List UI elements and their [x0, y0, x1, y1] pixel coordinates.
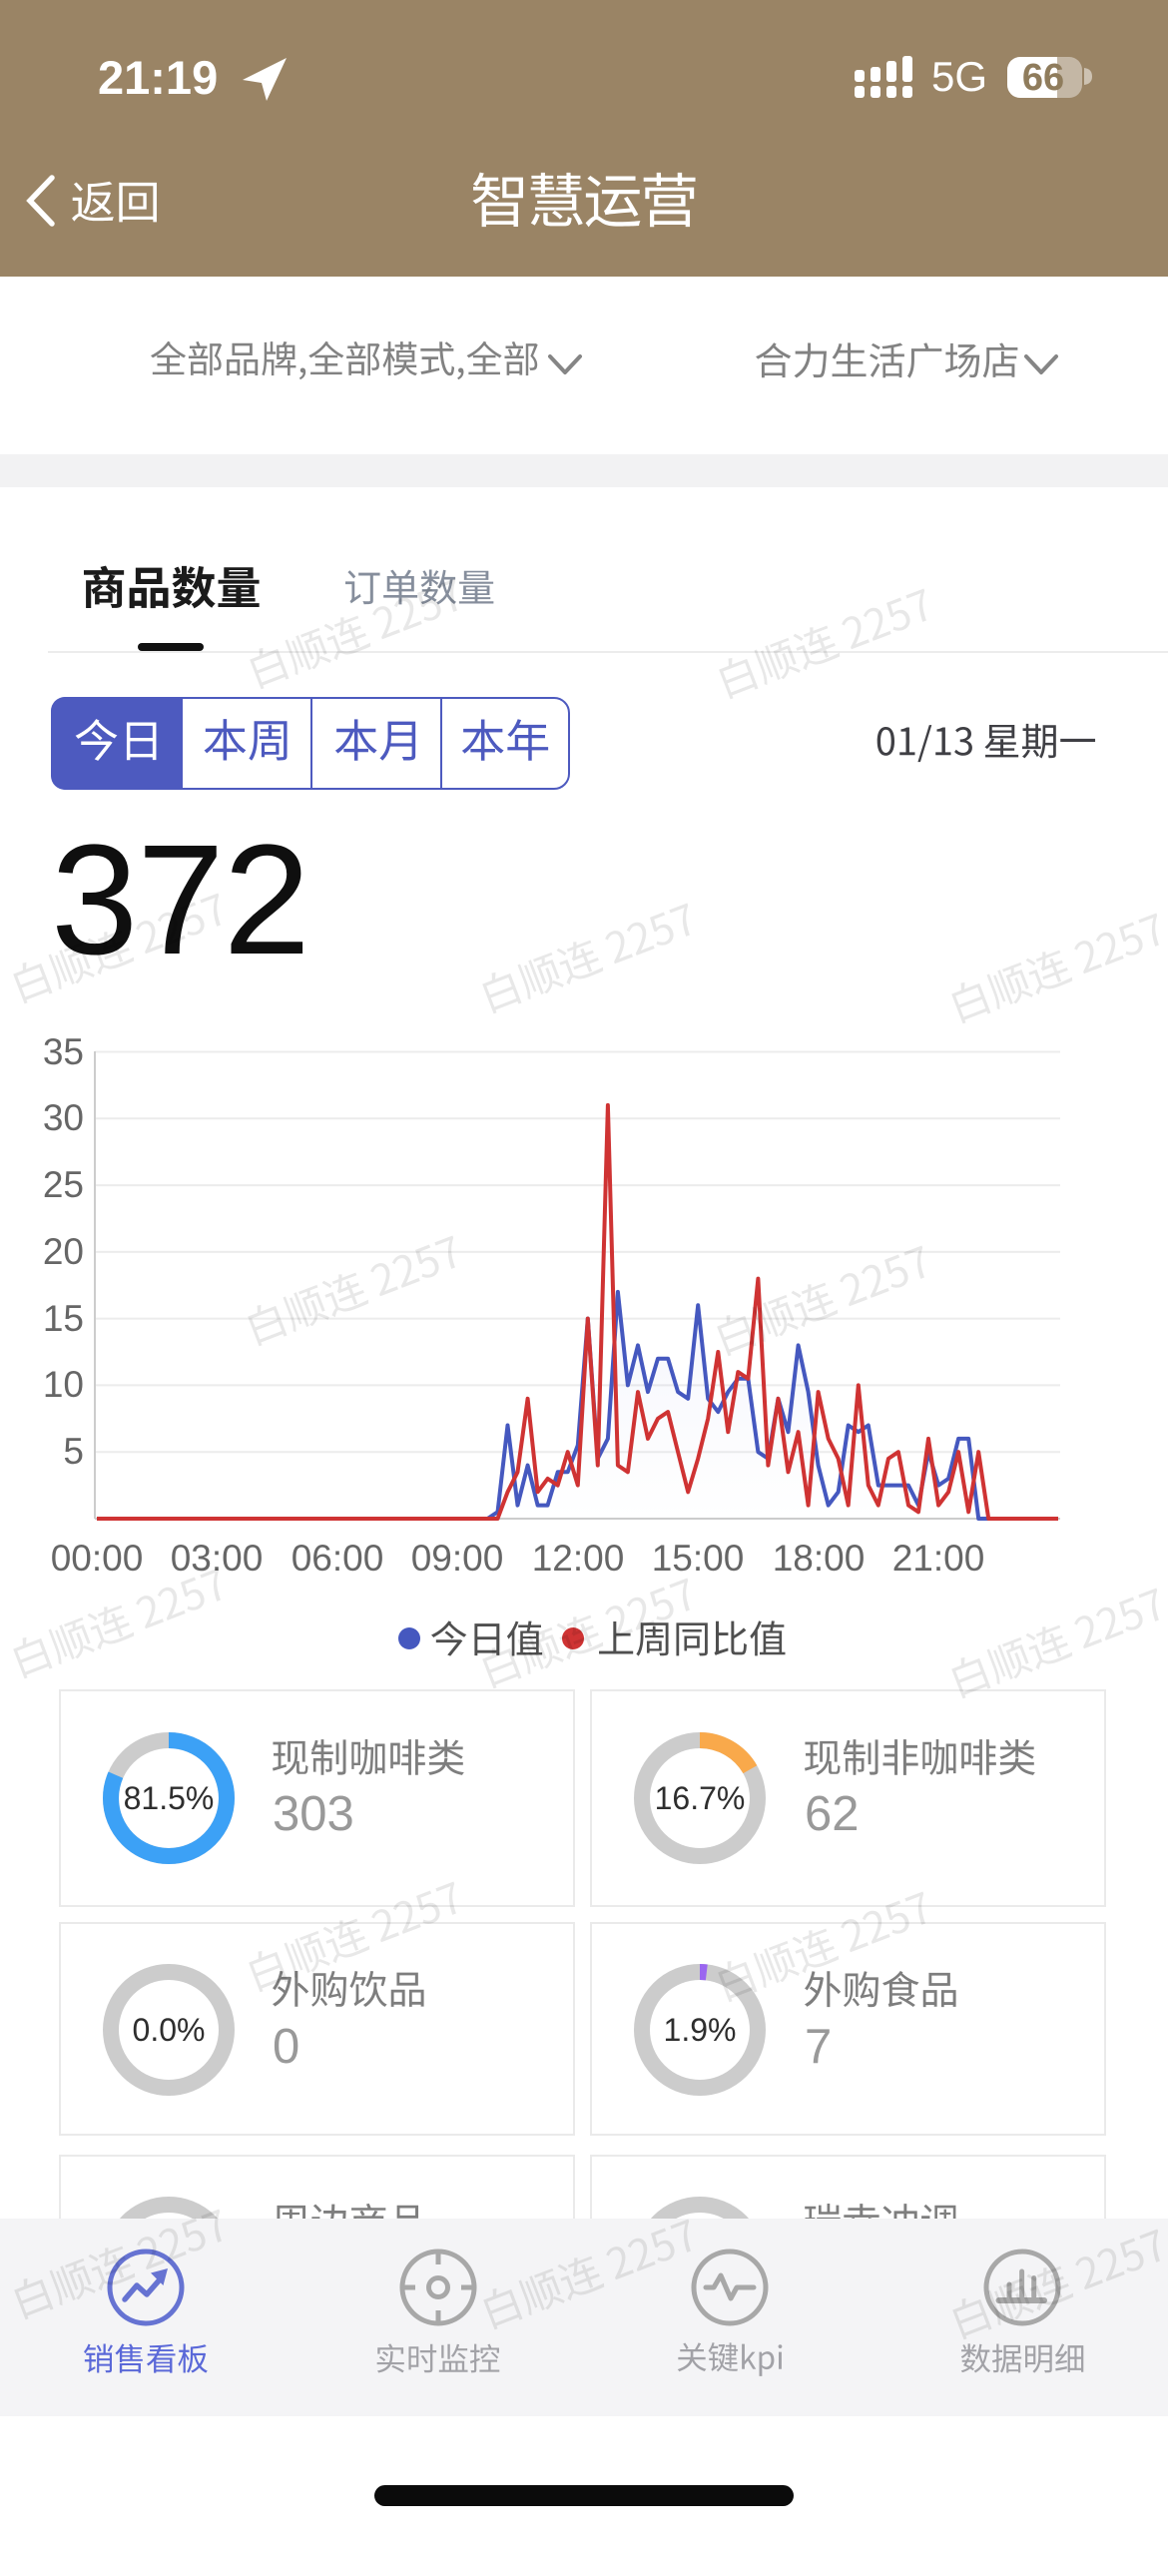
svg-text:15:00: 15:00: [652, 1538, 745, 1579]
svg-text:21:00: 21:00: [892, 1538, 985, 1579]
svg-text:09:00: 09:00: [411, 1538, 504, 1579]
svg-text:30: 30: [43, 1097, 84, 1138]
svg-text:00:00: 00:00: [51, 1538, 144, 1579]
svg-text:10: 10: [43, 1364, 84, 1405]
svg-text:66: 66: [1022, 57, 1064, 99]
svg-text:12:00: 12:00: [532, 1538, 625, 1579]
svg-text:03:00: 03:00: [171, 1538, 264, 1579]
svg-text:18:00: 18:00: [773, 1538, 866, 1579]
svg-text:15: 15: [43, 1298, 84, 1339]
svg-text:5: 5: [63, 1431, 84, 1472]
svg-text:25: 25: [43, 1164, 84, 1205]
svg-text:06:00: 06:00: [292, 1538, 384, 1579]
svg-text:35: 35: [43, 1031, 84, 1072]
svg-text:20: 20: [43, 1231, 84, 1272]
